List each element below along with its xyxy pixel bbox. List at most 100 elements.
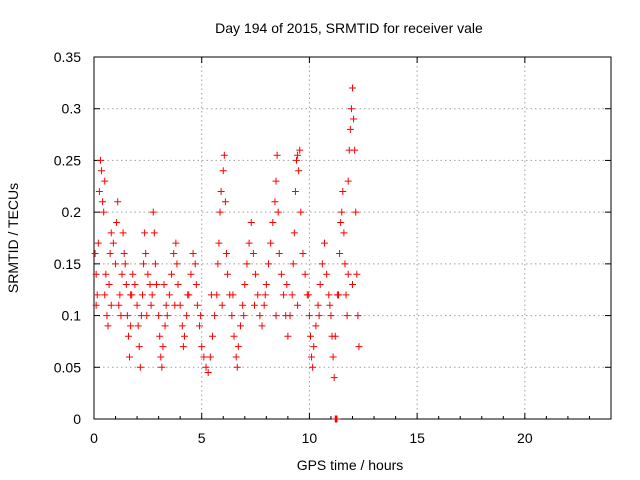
data-point <box>305 312 313 320</box>
data-point <box>254 291 262 299</box>
data-point <box>102 270 110 278</box>
data-point <box>211 312 219 320</box>
data-point <box>114 198 122 206</box>
data-point <box>100 208 108 216</box>
data-point <box>119 229 127 237</box>
data-point <box>180 332 188 340</box>
data-point <box>117 312 125 320</box>
data-point <box>160 281 168 289</box>
data-point <box>229 291 237 299</box>
data-point <box>224 270 232 278</box>
data-point <box>200 353 208 361</box>
data-point <box>275 250 283 258</box>
data-point <box>197 312 205 320</box>
data-point <box>92 301 100 309</box>
data-point <box>309 363 317 371</box>
y-tick-label: 0 <box>73 411 81 427</box>
data-point <box>290 229 298 237</box>
y-tick-label: 0.2 <box>62 204 82 220</box>
data-point <box>312 322 320 330</box>
y-tick-label: 0.15 <box>54 256 81 272</box>
data-point <box>109 239 117 247</box>
data-point <box>161 322 169 330</box>
data-point <box>260 301 268 309</box>
data-point <box>222 250 230 258</box>
data-point <box>104 322 112 330</box>
data-point <box>318 260 326 268</box>
data-point <box>127 322 135 330</box>
data-point <box>256 312 264 320</box>
data-point <box>233 363 241 371</box>
data-point <box>92 270 100 278</box>
data-point <box>228 312 236 320</box>
data-point <box>249 250 257 258</box>
data-point <box>241 281 249 289</box>
data-point <box>294 301 302 309</box>
data-point <box>352 208 360 216</box>
data-point <box>320 239 328 247</box>
data-point <box>295 167 303 175</box>
data-point <box>113 218 121 226</box>
data-point <box>134 322 142 330</box>
data-point <box>297 208 305 216</box>
data-point <box>184 291 192 299</box>
data-point <box>124 332 132 340</box>
data-point <box>107 301 115 309</box>
data-point <box>277 270 285 278</box>
data-point <box>218 301 226 309</box>
y-tick-label: 0.3 <box>62 101 82 117</box>
data-point <box>93 291 101 299</box>
x-tick-label: 5 <box>198 430 206 446</box>
y-tick-label: 0.05 <box>54 359 81 375</box>
axis-ticks <box>93 56 611 420</box>
x-tick-label: 0 <box>90 430 98 446</box>
data-point <box>316 281 324 289</box>
data-point <box>315 312 323 320</box>
data-point <box>220 151 228 159</box>
data-point <box>299 250 307 258</box>
data-point <box>338 208 346 216</box>
data-point <box>329 353 337 361</box>
data-point <box>262 281 270 289</box>
data-point <box>333 415 341 423</box>
data-point <box>274 208 282 216</box>
data-point <box>215 239 223 247</box>
data-point <box>121 260 129 268</box>
data-point <box>143 312 151 320</box>
data-point <box>165 291 173 299</box>
x-tick-labels: 0 5 10 15 20 <box>90 430 533 446</box>
data-point <box>261 291 269 299</box>
data-point <box>272 177 280 185</box>
data-point <box>98 167 106 175</box>
data-point <box>354 312 362 320</box>
data-point <box>171 301 179 309</box>
data-point <box>343 312 351 320</box>
data-point <box>159 343 167 351</box>
data-point <box>314 301 322 309</box>
data-point <box>288 291 296 299</box>
data-point <box>107 229 115 237</box>
data-point <box>156 332 164 340</box>
data-point <box>183 312 191 320</box>
data-point <box>131 281 139 289</box>
data-point <box>289 260 297 268</box>
data-point <box>239 301 247 309</box>
data-point <box>149 208 157 216</box>
data-points <box>91 84 363 423</box>
data-point <box>342 291 350 299</box>
data-point <box>344 177 352 185</box>
data-point <box>202 363 210 371</box>
data-point <box>339 187 347 195</box>
data-point <box>105 281 113 289</box>
data-point <box>286 312 294 320</box>
data-point <box>350 115 358 123</box>
data-point <box>236 322 244 330</box>
data-point <box>141 229 149 237</box>
data-point <box>135 343 143 351</box>
data-point <box>337 218 345 226</box>
data-point <box>116 291 124 299</box>
data-point <box>346 125 354 133</box>
data-point <box>273 151 281 159</box>
y-tick-label: 0.1 <box>62 308 82 324</box>
data-point <box>214 260 222 268</box>
